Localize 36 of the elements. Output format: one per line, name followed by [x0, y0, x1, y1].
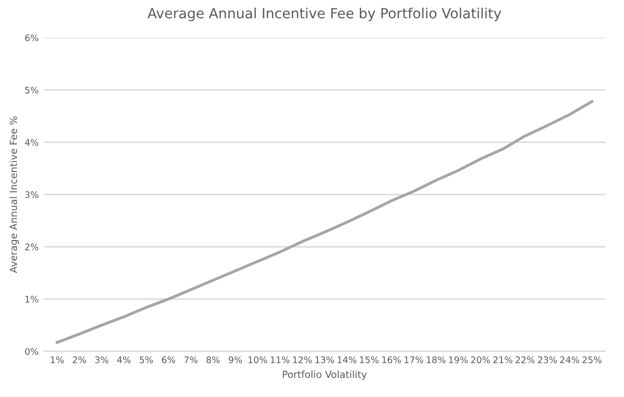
- x-tick-label: 12%: [293, 356, 312, 364]
- y-tick-label: 4%: [24, 138, 38, 146]
- x-tick-label: 8%: [206, 356, 220, 364]
- x-axis-title: Portfolio Volatility: [282, 370, 367, 380]
- y-tick-label: 0%: [25, 348, 38, 355]
- y-tick-label: 6%: [25, 34, 38, 42]
- x-tick-label: 23%: [538, 356, 557, 364]
- x-tick-label: 20%: [471, 356, 490, 364]
- x-tick-label: 25%: [582, 356, 602, 364]
- x-tick-label: 10%: [248, 356, 268, 364]
- x-tick-label: 24%: [560, 356, 580, 364]
- line-series: [56, 100, 594, 344]
- x-tick-label: 3%: [95, 356, 108, 364]
- y-tick-label: 1%: [25, 296, 38, 303]
- x-tick-label: 14%: [338, 356, 356, 364]
- x-tick-label: 21%: [493, 356, 512, 364]
- y-tick-label: 2%: [25, 244, 38, 250]
- x-tick-label: 7%: [184, 356, 198, 364]
- x-tick-label: 11%: [270, 356, 290, 364]
- x-tick-label: 4%: [117, 356, 131, 364]
- x-tick-label: 17%: [404, 356, 424, 364]
- x-tick-label: 22%: [516, 356, 535, 364]
- x-tick-label: 2%: [72, 356, 86, 364]
- y-axis-title: Average Annual Incentive Fee %: [10, 116, 19, 274]
- y-tick-label: 3%: [25, 191, 38, 198]
- x-tick-label: 19%: [449, 356, 468, 364]
- x-tick-label: 13%: [315, 356, 334, 364]
- x-tick-label: 9%: [228, 356, 242, 364]
- x-tick-label: 5%: [140, 356, 153, 364]
- x-tick-label: 16%: [382, 356, 401, 364]
- x-tick-label: 1%: [50, 356, 64, 364]
- y-tick-label: 5%: [25, 86, 38, 94]
- x-tick-label: 6%: [162, 356, 176, 364]
- x-tick-label: 15%: [360, 356, 379, 364]
- chart-title: Average Annual Incentive Fee by Portfolio Volatility: [147, 8, 502, 22]
- x-tick-label: 18%: [426, 356, 446, 364]
